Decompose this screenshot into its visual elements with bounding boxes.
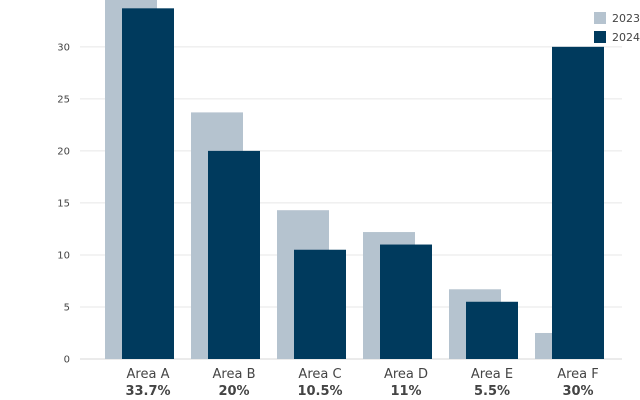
x-sublabel-area-a: 33.7% xyxy=(125,384,170,399)
x-tick-label-area-c: Area C xyxy=(298,367,341,382)
y-tick-label-5: 5 xyxy=(64,302,70,313)
y-tick-label-15: 15 xyxy=(57,198,70,209)
bar-2024-area-c xyxy=(294,249,346,359)
y-tick-label-0: 0 xyxy=(64,355,70,366)
x-tick-label-area-e: Area E xyxy=(471,367,513,382)
y-tick-label-30: 30 xyxy=(57,42,70,53)
x-sublabel-area-d: 11% xyxy=(390,384,421,399)
y-tick-label-25: 25 xyxy=(57,94,70,105)
legend-swatch-2023 xyxy=(594,12,606,24)
y-tick-label-10: 10 xyxy=(57,250,70,261)
legend: 2023 2024 xyxy=(594,12,640,44)
x-tick-label-area-f: Area F xyxy=(557,367,599,382)
axis-labels: 0 5 10 15 20 25 30 Area A 33.7% Area B 20% Area C 10… xyxy=(57,42,599,399)
bar-2024-area-f xyxy=(552,46,604,360)
legend-label-2023: 2023 xyxy=(612,12,640,25)
x-tick-label-area-b: Area B xyxy=(213,367,256,382)
bar-2024-area-d xyxy=(380,244,432,359)
x-tick-label-area-d: Area D xyxy=(384,367,428,382)
x-sublabel-area-e: 5.5% xyxy=(474,384,510,399)
y-tick-label-20: 20 xyxy=(57,146,70,157)
bar-2024-area-b xyxy=(208,150,260,359)
bar-2024-area-a xyxy=(122,8,174,359)
legend-swatch-2024 xyxy=(594,31,606,43)
x-sublabel-area-f: 30% xyxy=(562,384,593,399)
bar-2024-area-e xyxy=(466,301,518,359)
x-sublabel-area-b: 20% xyxy=(218,384,249,399)
bars xyxy=(105,0,604,360)
x-tick-label-area-a: Area A xyxy=(127,367,170,382)
legend-label-2024: 2024 xyxy=(612,31,640,44)
x-sublabel-area-c: 10.5% xyxy=(297,384,342,399)
